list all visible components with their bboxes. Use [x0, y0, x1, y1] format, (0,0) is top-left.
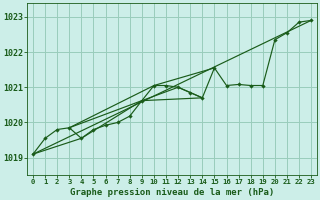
- X-axis label: Graphe pression niveau de la mer (hPa): Graphe pression niveau de la mer (hPa): [70, 188, 274, 197]
